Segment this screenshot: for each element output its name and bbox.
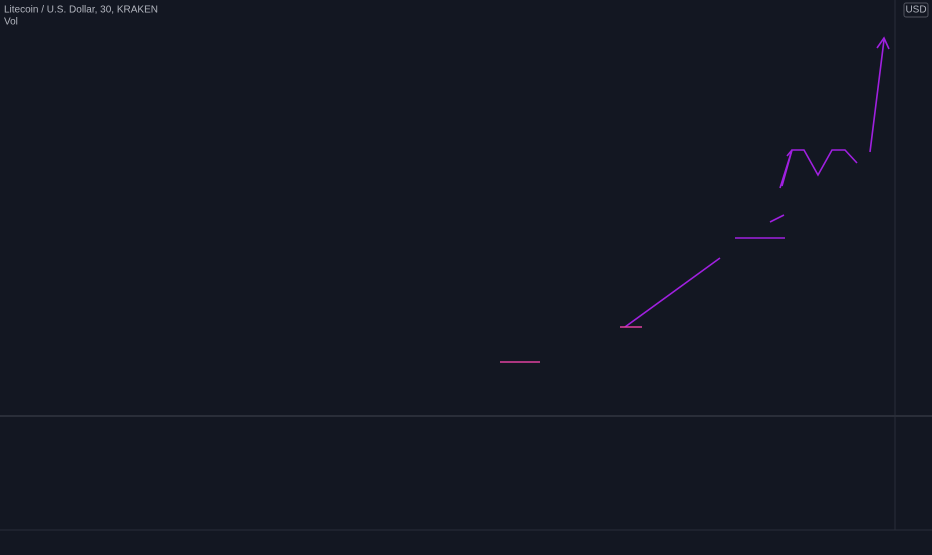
legend: Litecoin / U.S. Dollar, 30, KRAKEN Vol [4, 5, 158, 28]
support-line [624, 257, 721, 328]
chart-title: Litecoin / U.S. Dollar, 30, KRAKEN [4, 5, 158, 16]
arrow [769, 214, 785, 223]
volume-label: Vol [4, 17, 18, 28]
price-axis [895, 0, 932, 530]
currency-box [903, 2, 929, 18]
axes: USD [0, 0, 932, 531]
phase-e-path [781, 149, 858, 187]
currency: USD [905, 5, 926, 16]
arrow-head [876, 36, 890, 50]
arrow [869, 39, 885, 153]
drawings [500, 36, 890, 363]
